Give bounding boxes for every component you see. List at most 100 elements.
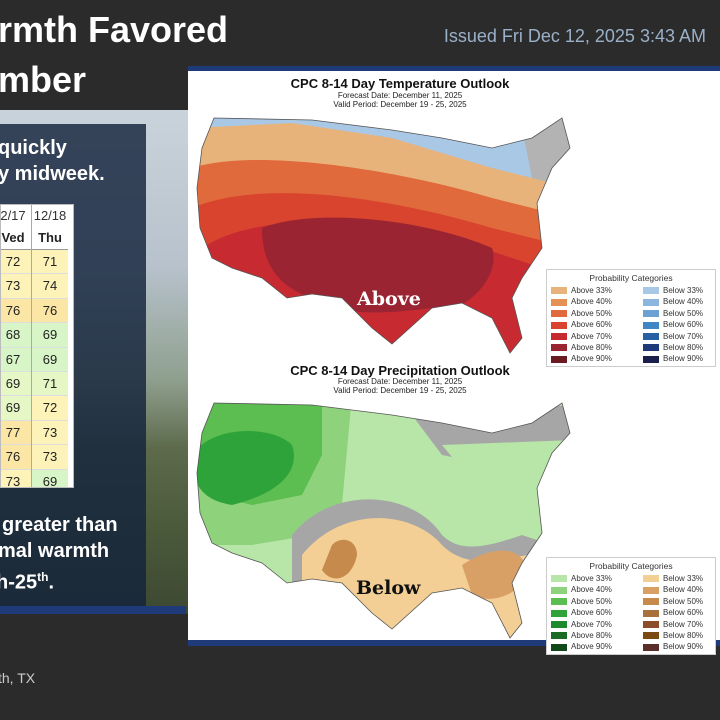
legend-swatch bbox=[551, 586, 567, 594]
panel-bottom-line3: h-25th. bbox=[0, 564, 54, 596]
page-title-line2: mber bbox=[0, 59, 87, 100]
table-cell: 74 bbox=[32, 274, 68, 299]
panel-accent-bar bbox=[0, 606, 186, 614]
legend-label: Above 40% bbox=[571, 585, 612, 595]
legend-swatch bbox=[551, 598, 567, 606]
legend-item: Below 40% bbox=[643, 296, 703, 307]
legend-swatch bbox=[643, 332, 659, 340]
table-cell: 77 bbox=[1, 420, 31, 446]
legend-swatch bbox=[551, 609, 567, 617]
legend-swatch bbox=[551, 332, 567, 340]
legend-label: Below 80% bbox=[663, 343, 704, 352]
legend-item: Above 80% bbox=[551, 342, 612, 353]
table-cell: 69 bbox=[1, 371, 31, 397]
table-cell: 76 bbox=[32, 298, 68, 324]
table-cell: 69 bbox=[1, 396, 31, 421]
temp-map-label: Above bbox=[357, 288, 421, 310]
legend-label: Below 60% bbox=[663, 608, 704, 618]
table-cell: 76 bbox=[1, 445, 31, 470]
legend-label: Below 80% bbox=[663, 631, 704, 640]
legend-item: Below 60% bbox=[643, 319, 703, 330]
legend-item: Above 33% bbox=[551, 573, 612, 584]
legend-swatch bbox=[643, 643, 659, 651]
legend-label: Above 60% bbox=[571, 608, 612, 618]
legend-label: Below 70% bbox=[663, 619, 704, 629]
legend-item: Above 70% bbox=[551, 619, 612, 630]
legend-label: Above 50% bbox=[571, 308, 612, 318]
legend-swatch bbox=[551, 620, 567, 628]
panel-bottom-line1: greater than bbox=[2, 514, 118, 536]
legend-item: Below 50% bbox=[643, 596, 703, 607]
card-top-accent bbox=[188, 66, 720, 71]
legend-swatch bbox=[551, 310, 567, 318]
table-cell: 73 bbox=[32, 445, 68, 470]
legend-label: Above 33% bbox=[571, 574, 612, 583]
legend-swatch bbox=[551, 298, 567, 306]
legend-swatch bbox=[551, 287, 567, 295]
panel-bottom-line2: mal warmth bbox=[0, 540, 110, 562]
legend-label: Above 70% bbox=[571, 619, 612, 629]
legend-item: Below 90% bbox=[643, 641, 703, 652]
legend-item: Below 70% bbox=[643, 331, 703, 342]
legend-swatch bbox=[643, 598, 659, 606]
legend-label: Below 90% bbox=[663, 354, 704, 364]
precip-map-forecast-date: Forecast Date: December 11, 2025 bbox=[337, 377, 463, 386]
table-column-wed: 2/17 Ved 72 73 76 68 67 69 69 77 76 73 bbox=[1, 205, 31, 487]
legend-label: Above 50% bbox=[571, 596, 612, 606]
footer-location: th, TX bbox=[0, 670, 36, 686]
table-cell: 71 bbox=[32, 250, 68, 275]
page-title-line1: rmth Favored bbox=[0, 9, 229, 50]
legend-item: Below 80% bbox=[643, 342, 703, 353]
legend-item: Below 60% bbox=[643, 607, 703, 618]
table-cell: 67 bbox=[1, 347, 31, 372]
panel-bottom-line3-main: h-25 bbox=[0, 571, 38, 594]
temp-legend: Probability Categories Above 33% Above 40… bbox=[546, 269, 716, 367]
legend-swatch bbox=[551, 344, 567, 352]
legend-swatch bbox=[551, 321, 567, 329]
legend-swatch bbox=[643, 575, 659, 583]
precipitation-outlook-map bbox=[196, 402, 571, 639]
temp-map-title: CPC 8-14 Day Temperature Outlook bbox=[290, 76, 510, 91]
legend-swatch bbox=[643, 321, 659, 329]
legend-item: Below 80% bbox=[643, 630, 703, 641]
legend-swatch bbox=[551, 575, 567, 583]
legend-swatch bbox=[643, 632, 659, 640]
legend-swatch bbox=[551, 643, 567, 651]
legend-label: Below 60% bbox=[663, 320, 704, 330]
temp-map-forecast-date: Forecast Date: December 11, 2025 bbox=[337, 91, 463, 100]
table-date: 12/18 bbox=[33, 208, 67, 223]
precip-map-label: Below bbox=[356, 577, 421, 599]
panel-bottom-line3-sup: th bbox=[37, 570, 49, 584]
table-cell: 68 bbox=[1, 323, 31, 348]
legend-item: Above 40% bbox=[551, 296, 612, 307]
temp-map-valid-period: Valid Period: December 19 - 25, 2025 bbox=[333, 100, 467, 109]
table-cell: 69 bbox=[32, 469, 68, 487]
table-day: Ved bbox=[1, 227, 31, 250]
legend-item: Below 90% bbox=[643, 353, 703, 364]
table-cell: 73 bbox=[1, 469, 31, 487]
legend-item: Above 70% bbox=[551, 331, 612, 342]
legend-swatch bbox=[643, 298, 659, 306]
precip-legend: Probability Categories Above 33% Above 40… bbox=[546, 557, 716, 655]
legend-item: Below 70% bbox=[643, 619, 703, 630]
legend-item: Above 90% bbox=[551, 641, 612, 652]
legend-item: Below 50% bbox=[643, 308, 703, 319]
table-cell: 69 bbox=[32, 323, 68, 348]
legend-label: Below 70% bbox=[663, 331, 704, 341]
legend-item: Above 33% bbox=[551, 285, 612, 296]
panel-text-line1: quickly bbox=[0, 137, 67, 159]
table-day: Thu bbox=[32, 227, 68, 250]
legend-item: Above 60% bbox=[551, 607, 612, 618]
legend-label: Above 80% bbox=[571, 631, 612, 640]
card-bottom-accent bbox=[188, 640, 720, 646]
legend-item: Above 60% bbox=[551, 319, 612, 330]
legend-item: Above 90% bbox=[551, 353, 612, 364]
panel-text-line2: y midweek. bbox=[0, 163, 105, 185]
table-column-thu: 12/18 Thu 71 74 76 69 69 71 72 73 73 69 bbox=[31, 205, 68, 487]
temperature-outlook-map bbox=[196, 117, 571, 354]
table-cell: 72 bbox=[32, 396, 68, 421]
legend-swatch bbox=[643, 355, 659, 363]
legend-item: Above 80% bbox=[551, 630, 612, 641]
table-cell: 71 bbox=[32, 371, 68, 397]
legend-label: Below 50% bbox=[663, 308, 704, 318]
